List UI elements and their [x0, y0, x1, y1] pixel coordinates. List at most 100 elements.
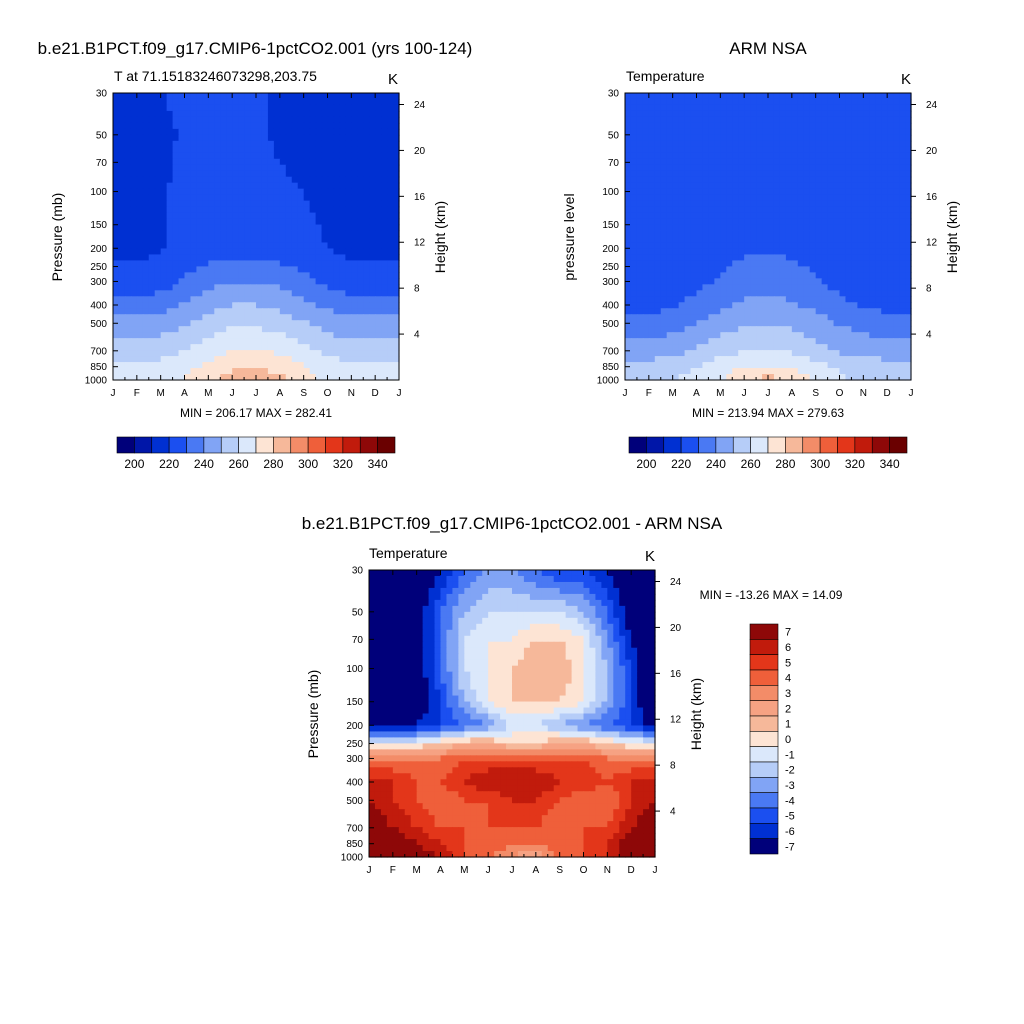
- field-cell: [684, 206, 692, 214]
- field-cell: [381, 326, 388, 333]
- colorbar-label: 340: [880, 457, 900, 471]
- field-cell: [208, 93, 215, 100]
- field-cell: [291, 176, 299, 184]
- field-cell: [684, 224, 692, 232]
- field-cell: [291, 248, 299, 256]
- field-cell: [273, 176, 281, 184]
- field-cell: [696, 194, 704, 202]
- field-cell: [327, 296, 335, 303]
- field-cell: [381, 284, 388, 291]
- field-cell: [363, 272, 370, 279]
- field-cell: [547, 575, 555, 583]
- field-cell: [291, 314, 299, 321]
- field-cell: [285, 302, 293, 309]
- field-cell: [595, 570, 602, 577]
- field-cell: [464, 570, 471, 577]
- field-cell: [154, 122, 162, 130]
- field-cell: [821, 104, 829, 112]
- field-cell: [196, 302, 203, 309]
- field-cell: [875, 362, 882, 369]
- field-cell: [785, 296, 793, 303]
- field-cell: [351, 230, 358, 238]
- field-cell: [351, 374, 358, 381]
- field-cell: [773, 308, 781, 315]
- field-cell: [256, 146, 263, 154]
- field-cell: [899, 296, 906, 303]
- field-cell: [250, 284, 257, 291]
- field-cell: [190, 152, 198, 160]
- field-cell: [642, 140, 650, 148]
- y-tick-label: 100: [90, 187, 107, 198]
- field-cell: [887, 93, 894, 100]
- field-cell: [887, 320, 894, 327]
- field-cell: [648, 338, 656, 345]
- field-cell: [738, 236, 745, 244]
- field-cell: [773, 338, 781, 345]
- field-cell: [339, 176, 346, 184]
- field-cell: [327, 374, 335, 381]
- field-cell: [714, 266, 721, 273]
- field-cell: [654, 254, 662, 262]
- field-cell: [869, 230, 876, 238]
- field-cell: [827, 344, 835, 351]
- field-cell: [863, 374, 870, 381]
- field-cell: [250, 128, 257, 136]
- field-cell: [297, 284, 305, 291]
- field-cell: [327, 128, 335, 136]
- field-cell: [797, 98, 805, 106]
- field-cell: [130, 350, 138, 357]
- y-right-tick-label: 24: [414, 100, 426, 111]
- field-cell: [732, 140, 739, 148]
- field-cell: [238, 122, 245, 130]
- field-cell: [768, 296, 775, 303]
- field-cell: [750, 332, 757, 339]
- field-cell: [321, 332, 329, 339]
- field-cell: [648, 302, 656, 309]
- field-cell: [625, 218, 632, 226]
- colorbar-swatch: [307, 436, 326, 454]
- field-cell: [196, 146, 203, 154]
- field-cell: [708, 110, 715, 118]
- field-cell: [345, 218, 352, 226]
- field-cell: [797, 182, 805, 190]
- field-cell: [113, 374, 120, 381]
- field-cell: [636, 320, 644, 327]
- field-cell: [815, 248, 823, 256]
- field-cell: [666, 158, 674, 166]
- field-cell: [821, 290, 829, 297]
- field-cell: [375, 266, 382, 273]
- field-cell: [839, 266, 847, 273]
- field-cell: [839, 176, 847, 184]
- field-cell: [118, 266, 126, 273]
- field-cell: [684, 266, 692, 273]
- field-cell: [220, 374, 227, 381]
- field-cell: [732, 356, 739, 363]
- field-cell: [267, 194, 275, 202]
- field-cell: [333, 326, 341, 333]
- field-cell: [625, 182, 632, 190]
- field-cell: [654, 290, 662, 297]
- field-cell: [303, 326, 311, 333]
- field-cell: [238, 272, 245, 279]
- field-cell: [333, 93, 341, 100]
- field-cell: [636, 140, 644, 148]
- field-cell: [672, 152, 680, 160]
- field-cell: [113, 224, 120, 232]
- field-cell: [214, 332, 221, 339]
- field-cell: [172, 152, 180, 160]
- field-cell: [321, 320, 329, 327]
- field-cell: [381, 134, 388, 142]
- field-cell: [779, 104, 787, 112]
- field-cell: [387, 356, 394, 363]
- field-cell: [357, 134, 364, 142]
- field-cell: [333, 314, 341, 321]
- field-cell: [172, 374, 180, 381]
- field-cell: [672, 368, 680, 375]
- field-cell: [291, 104, 299, 112]
- field-cell: [702, 350, 710, 357]
- field-cell: [738, 122, 745, 130]
- field-cell: [196, 284, 203, 291]
- field-cell: [309, 296, 317, 303]
- field-cell: [148, 236, 156, 244]
- field-cell: [244, 158, 251, 166]
